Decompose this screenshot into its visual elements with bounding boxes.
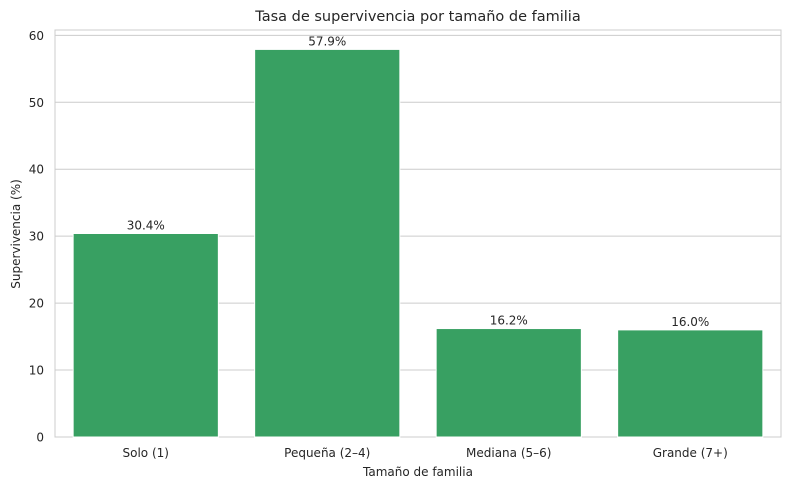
value-label: 30.4% bbox=[127, 219, 165, 233]
bar bbox=[254, 48, 401, 438]
value-label: 16.2% bbox=[490, 314, 528, 328]
x-tick-label: Grande (7+) bbox=[653, 446, 728, 460]
y-tick-labels: 0 10 20 30 40 50 60 bbox=[29, 29, 44, 445]
value-labels: 30.4% 57.9% 16.2% 16.0% bbox=[127, 34, 710, 328]
x-tick-label: Solo (1) bbox=[123, 446, 169, 460]
y-tick-label: 40 bbox=[29, 163, 44, 177]
value-label: 16.0% bbox=[671, 315, 709, 329]
y-tick-label: 30 bbox=[29, 230, 44, 244]
y-tick-label: 20 bbox=[29, 297, 44, 311]
x-tick-labels: Solo (1) Pequeña (2–4) Mediana (5–6) Grande… bbox=[123, 446, 728, 460]
bar bbox=[72, 233, 219, 438]
x-tick-label: Pequeña (2–4) bbox=[284, 446, 370, 460]
y-axis-label: Supervivencia (%) bbox=[9, 179, 23, 289]
y-tick-label: 10 bbox=[29, 364, 44, 378]
y-tick-label: 60 bbox=[29, 29, 44, 43]
y-tick-label: 50 bbox=[29, 96, 44, 110]
y-tick-label: 0 bbox=[36, 431, 44, 445]
plot-area bbox=[54, 29, 782, 438]
bar bbox=[617, 329, 764, 438]
chart-title: Tasa de supervivencia por tamaño de fami… bbox=[254, 9, 580, 25]
x-tick-label: Mediana (5–6) bbox=[466, 446, 551, 460]
bars bbox=[72, 48, 764, 438]
x-axis-label: Tamaño de familia bbox=[362, 465, 473, 479]
bar bbox=[435, 328, 582, 438]
value-label: 57.9% bbox=[308, 34, 346, 48]
